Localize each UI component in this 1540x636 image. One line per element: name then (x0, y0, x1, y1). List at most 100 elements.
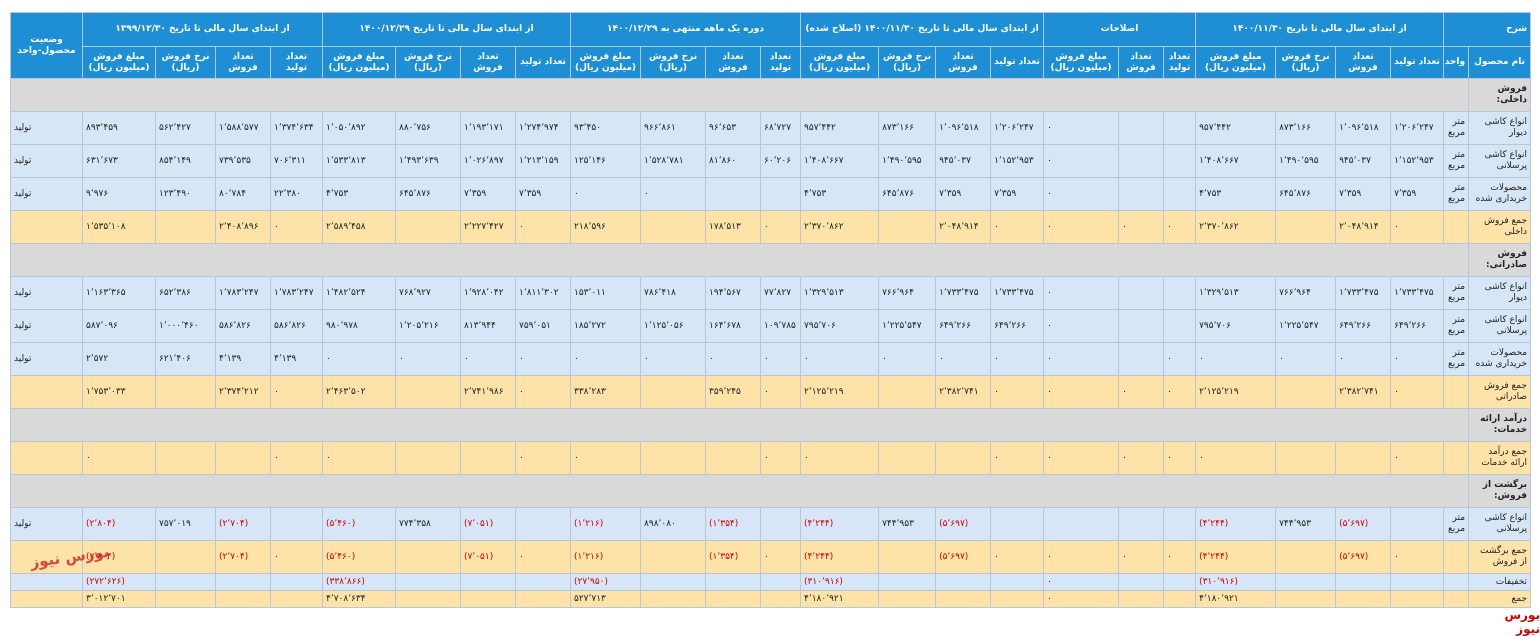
group-header: از ابتدای سال مالی تا تاریخ ۱۴۰۰/۱۱/۳۰ (… (800, 12, 1045, 47)
cell (10, 441, 83, 475)
cell: ۰ (1163, 342, 1197, 376)
cell: ۲٬۴۰۸٬۸۹۶ (215, 210, 271, 244)
column-header: تعداد فروش (935, 46, 992, 79)
cell: ۰ (1390, 441, 1445, 475)
cell: ۰ (1043, 590, 1120, 608)
table-row: جمع ۴٬۱۸۰٬۹۲۱ ۰ ۴٬۱۸۰٬۹۲۱ ۵۲۷٬۷۱۳ ۴٬۷۰۸٬۶۳۴ ۳٬… (10, 590, 1532, 608)
column-header: تعداد فروش (215, 46, 271, 79)
cell: (۵٬۶۹۷) (1335, 540, 1392, 574)
column-header: تعداد فروش (1335, 46, 1392, 79)
footer-brand: بورس نیوز (1504, 608, 1540, 636)
cell: تولید (10, 507, 83, 541)
cell: ۷٬۳۵۹ (935, 177, 992, 211)
cell: ۰ (1043, 342, 1120, 376)
column-header: مبلغ فروش (میلیون ریال) (82, 46, 156, 79)
cell: ۲٬۵۷۲ (82, 342, 156, 376)
cell: ۱٬۷۳۳٬۴۷۵ (990, 276, 1045, 310)
cell: ۱٬۴۰۸٬۶۶۷ (1195, 144, 1277, 178)
cell (640, 375, 707, 409)
cell: ۱٬۰۹۶٬۵۱۸ (935, 111, 992, 145)
cell (1275, 441, 1337, 475)
cell: ۱٬۰۹۶٬۵۱۸ (1335, 111, 1392, 145)
cell: ۷٬۳۵۹ (515, 177, 571, 211)
cell: ۱٬۴۰۸٬۶۶۷ (800, 144, 880, 178)
cell: تخفیفات (1468, 573, 1532, 591)
cell (395, 375, 461, 409)
cell: ۶۴۵٬۸۷۶ (395, 177, 461, 211)
cell: ۸۰٬۷۸۴ (215, 177, 271, 211)
cell (9, 408, 1470, 442)
cell: ۱٬۱۶۳٬۳۶۵ (82, 276, 156, 310)
cell: ۶۴۹٬۲۶۶ (990, 309, 1045, 343)
cell (155, 573, 216, 591)
cell: ۳۵۹٬۲۴۵ (705, 375, 762, 409)
cell: (۴٬۲۴۴) (800, 540, 880, 574)
cell: ۱۹۴٬۵۶۷ (705, 276, 762, 310)
column-header: مبلغ فروش (میلیون ریال) (1195, 46, 1277, 79)
cell: ۰ (569, 441, 642, 475)
cell: ۱٬۳۲۹٬۵۱۳ (1195, 276, 1277, 310)
cell: ۱٬۷۸۳٬۲۴۷ (215, 276, 271, 310)
group-header: از ابتدای سال مالی تا تاریخ ۱۴۰۰/۱۱/۳۰ (1195, 12, 1445, 47)
cell: ۹۵۷٬۴۴۲ (800, 111, 880, 145)
cell: ۰ (515, 210, 571, 244)
cell: ۰ (1118, 210, 1165, 244)
cell (705, 573, 762, 591)
cell: ۷۵۹٬۰۵۱ (515, 309, 571, 343)
cell: ۰ (322, 441, 396, 475)
cell: ۳۳۸٬۲۸۳ (569, 375, 642, 409)
cell: متر مربع (1443, 507, 1470, 541)
cell: ۹۸۰٬۹۷۸ (322, 309, 396, 343)
cell: ۲۲٬۳۸۰ (270, 177, 323, 211)
cell (1275, 590, 1337, 608)
cell: ۰ (1043, 144, 1120, 178)
cell: ۹۶٬۶۵۳ (705, 111, 762, 145)
cell: ۲٬۰۴۸٬۹۱۴ (935, 210, 992, 244)
cell (760, 573, 802, 591)
cell: ۹٬۹۷۶ (82, 177, 156, 211)
cell (515, 590, 571, 608)
cell: ۸۵۴٬۱۴۹ (155, 144, 216, 178)
table-wrap: شرح از ابتدای سال مالی تا تاریخ ۱۴۰۰/۱۱/۳… (9, 12, 1532, 608)
cell: (۷٬۰۵۱) (460, 507, 516, 541)
column-header: نرخ فروش (ریال) (1275, 46, 1337, 79)
cell: ۲٬۳۸۲٬۷۴۱ (935, 375, 992, 409)
cell: ۱٬۷۳۳٬۴۷۵ (1390, 276, 1445, 310)
cell: ۱٬۰۲۶٬۸۹۷ (460, 144, 516, 178)
cell: متر مربع (1443, 144, 1470, 178)
cell: ۱٬۷۳۳٬۴۷۵ (935, 276, 992, 310)
cell: ۷٬۳۵۹ (990, 177, 1045, 211)
cell (878, 573, 937, 591)
cell: ۰ (1118, 540, 1165, 574)
table-row: فروش صادراتی: (9, 243, 1532, 277)
cell: ۸۹۸٬۰۸۰ (640, 507, 707, 541)
column-header: تعداد تولید (1163, 46, 1197, 79)
cell: ۰ (935, 342, 992, 376)
cell: ۴٬۷۵۳ (1195, 177, 1277, 211)
cell (155, 441, 216, 475)
cell: ۷۸۶٬۴۱۸ (640, 276, 707, 310)
cell: ۲٬۷۴۱٬۹۸۶ (460, 375, 516, 409)
cell: ۱٬۳۲۹٬۵۱۳ (800, 276, 880, 310)
cell: ۰ (1195, 342, 1277, 376)
cell: انواع کاشی پرسلانی (1468, 144, 1532, 178)
cell (705, 441, 762, 475)
cell: ۱٬۴۸۲٬۵۲۴ (322, 276, 396, 310)
cell (1118, 342, 1165, 376)
cell: ۰ (760, 210, 802, 244)
cell (460, 590, 516, 608)
cell: ۷۳۹٬۵۳۵ (215, 144, 271, 178)
cell: متر مربع (1443, 276, 1470, 310)
cell: ۷۶۶٬۹۶۴ (1275, 276, 1337, 310)
cell: ۵۸۶٬۸۲۶ (215, 309, 271, 343)
cell (1275, 210, 1337, 244)
cell (395, 590, 461, 608)
cell: ۱٬۰۵۰٬۸۹۲ (322, 111, 396, 145)
cell (155, 590, 216, 608)
cell (395, 441, 461, 475)
cell: ۰ (705, 342, 762, 376)
cell (760, 507, 802, 541)
cell: ۷۶۸٬۹۲۷ (395, 276, 461, 310)
table-row: جمع درآمد ارائه خدمات ۰ ۰ ۰ ۰ ۰ ۰ ۰ ۰ ۰ ۰ ۰ ۰ ۰ (10, 441, 1532, 475)
